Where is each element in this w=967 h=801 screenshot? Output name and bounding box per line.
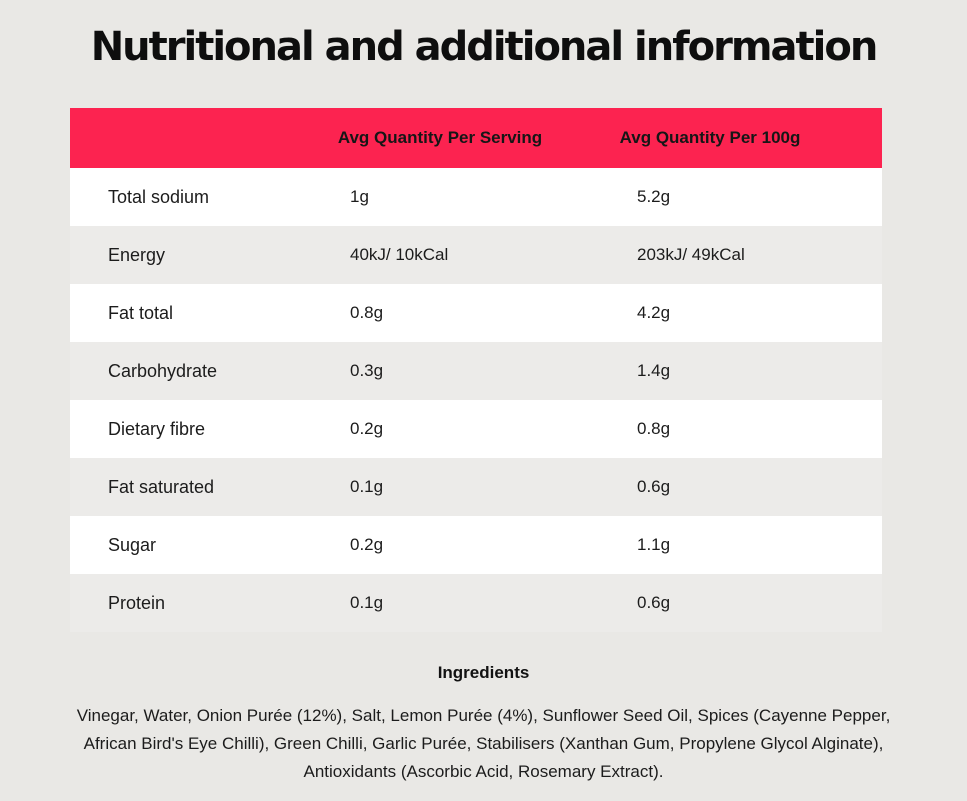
row-label: Sugar (108, 534, 157, 555)
ingredients-heading: Ingredients (437, 663, 530, 682)
row-serving-value: 40kJ/ 10kCal (350, 245, 449, 264)
row-label: Energy (108, 244, 166, 265)
row-serving-value: 1g (350, 187, 369, 206)
row-label: Fat total (108, 302, 174, 323)
row-100g-value: 203kJ/ 49kCal (637, 245, 745, 264)
row-serving-value: 0.1g (350, 593, 384, 612)
row-label: Protein (108, 592, 166, 613)
row-100g-value: 0.6g (637, 477, 671, 496)
row-serving-value: 0.1g (350, 477, 384, 496)
table-row-total-sodium: Total sodium 1g 5.2g (70, 168, 882, 226)
table-row-carbohydrate: Carbohydrate 0.3g 1.4g (70, 342, 882, 400)
table-row-fat-total: Fat total 0.8g 4.2g (70, 284, 882, 342)
row-label: Fat saturated (108, 476, 215, 497)
row-100g-value: 1.1g (637, 535, 671, 554)
row-100g-value: 4.2g (637, 303, 671, 322)
row-serving-value: 0.2g (350, 535, 384, 554)
row-label: Carbohydrate (108, 360, 218, 381)
table-row-energy: Energy 40kJ/ 10kCal 203kJ/ 49kCal (70, 226, 882, 284)
table-row-dietary-fibre: Dietary fibre 0.2g 0.8g (70, 400, 882, 458)
row-100g-value: 0.6g (637, 593, 671, 612)
row-label: Dietary fibre (108, 418, 206, 439)
table-row-protein: Protein 0.1g 0.6g (70, 574, 882, 632)
nutrition-info-page: Nutritional and additional information A… (0, 24, 967, 801)
header-cell-per-100g: Avg Quantity Per 100g (619, 128, 801, 147)
row-100g-value: 1.4g (637, 361, 671, 380)
ingredients-text: Vinegar, Water, Onion Purée (12%), Salt,… (76, 706, 891, 781)
table-header-row: Avg Quantity Per Serving Avg Quantity Pe… (70, 108, 882, 168)
row-100g-value: 0.8g (637, 419, 671, 438)
row-100g-value: 5.2g (637, 187, 671, 206)
table-row-sugar: Sugar 0.2g 1.1g (70, 516, 882, 574)
row-serving-value: 0.3g (350, 361, 384, 380)
page-title: Nutritional and additional information (90, 24, 879, 70)
row-serving-value: 0.2g (350, 419, 384, 438)
row-label: Total sodium (108, 186, 210, 207)
header-cell-per-serving: Avg Quantity Per Serving (337, 128, 543, 147)
nutrition-table: Avg Quantity Per Serving Avg Quantity Pe… (70, 108, 882, 632)
table-row-fat-saturated: Fat saturated 0.1g 0.6g (70, 458, 882, 516)
row-serving-value: 0.8g (350, 303, 384, 322)
